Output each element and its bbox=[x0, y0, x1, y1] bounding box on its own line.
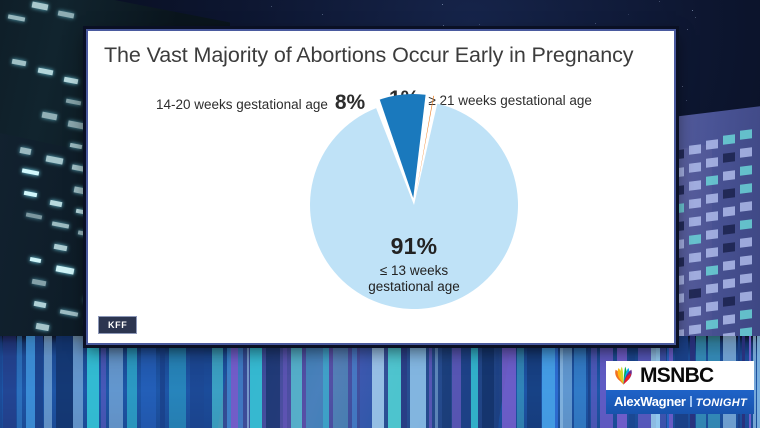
callout-14-20-weeks-text: 14-20 weeks gestational age bbox=[156, 97, 328, 112]
msnbc-logo: MSNBC bbox=[606, 361, 754, 390]
show-name: TONIGHT bbox=[696, 397, 747, 409]
anchor-name: AlexWagner bbox=[614, 394, 686, 409]
network-bug: MSNBC AlexWagner TONIGHT bbox=[606, 361, 754, 414]
kff-source-logo: KFF bbox=[98, 316, 137, 334]
lower-third-bar: AlexWagner TONIGHT bbox=[606, 390, 754, 414]
chart-card: The Vast Majority of Abortions Occur Ear… bbox=[86, 29, 676, 345]
bug-divider-icon bbox=[690, 396, 692, 407]
pie-chart-svg bbox=[306, 97, 522, 313]
broadcast-screen: The Vast Majority of Abortions Occur Ear… bbox=[0, 0, 760, 428]
pie-chart: 91% ≤ 13 weeks gestational age bbox=[306, 97, 522, 313]
msnbc-wordmark: MSNBC bbox=[640, 365, 714, 386]
page-title: The Vast Majority of Abortions Occur Ear… bbox=[104, 43, 633, 68]
nbc-peacock-icon bbox=[612, 366, 635, 386]
